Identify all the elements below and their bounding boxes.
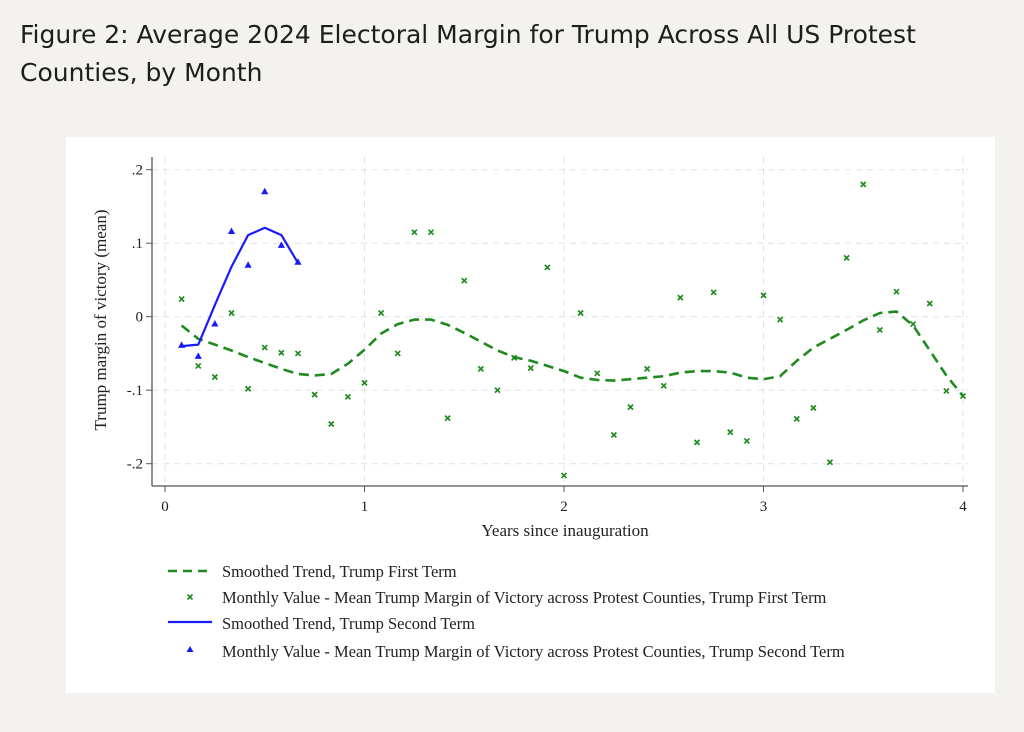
first-term-monthly-point bbox=[677, 294, 684, 301]
y-axis-label: Trump margin of victory (mean) bbox=[91, 210, 110, 431]
first-term-monthly-point bbox=[344, 393, 351, 400]
second-term-monthly-point bbox=[294, 258, 302, 265]
first-term-monthly-point bbox=[843, 254, 850, 262]
first-term-monthly-point bbox=[211, 373, 218, 381]
first-term-monthly-point bbox=[727, 428, 734, 436]
chart-card bbox=[66, 137, 995, 693]
first-term-monthly-point bbox=[743, 437, 750, 445]
first-term-monthly-point bbox=[826, 459, 834, 466]
first-term-trend-line bbox=[180, 310, 965, 397]
second-term-trend-line bbox=[181, 226, 299, 348]
first-term-monthly-point bbox=[245, 385, 252, 392]
second-term-monthly-point bbox=[178, 341, 186, 348]
y-tick-label: 0 bbox=[136, 310, 144, 326]
first-term-monthly-point bbox=[959, 392, 967, 400]
first-term-monthly-point bbox=[660, 382, 667, 389]
x-axis-label: Years since inauguration bbox=[481, 521, 649, 540]
first-term-monthly-point bbox=[860, 181, 867, 188]
first-term-monthly-point bbox=[544, 264, 551, 271]
first-term-monthly-point bbox=[577, 309, 584, 317]
legend-label-first-trend: Smoothed Trend, Trump First Term bbox=[222, 562, 457, 581]
first-term-monthly-point bbox=[777, 316, 784, 323]
second-term-monthly-point bbox=[277, 241, 285, 248]
figure-title: Figure 2: Average 2024 Electoral Margin … bbox=[20, 20, 916, 87]
second-term-monthly-point bbox=[261, 187, 269, 195]
first-term-monthly-point bbox=[810, 404, 817, 411]
first-term-monthly-point bbox=[943, 387, 950, 395]
first-term-monthly-point bbox=[411, 229, 418, 236]
legend: Smoothed Trend, Trump First Term Monthly… bbox=[168, 562, 845, 661]
first-term-monthly-point bbox=[278, 349, 285, 356]
first-term-monthly-point bbox=[760, 292, 767, 299]
first-term-monthly-point bbox=[893, 288, 900, 295]
first-term-monthly-point bbox=[594, 370, 601, 377]
second-term-monthly-point bbox=[227, 227, 236, 234]
first-term-monthly-point bbox=[294, 350, 302, 357]
y-tick-label: -.2 bbox=[127, 457, 143, 473]
x-tick-label: 3 bbox=[760, 499, 768, 515]
first-term-monthly-point bbox=[461, 277, 468, 284]
first-term-monthly-point bbox=[195, 362, 202, 370]
first-term-monthly-point bbox=[527, 365, 534, 372]
legend-label-second-trend: Smoothed Trend, Trump Second Term bbox=[222, 614, 475, 633]
y-tick-label: .1 bbox=[132, 236, 143, 252]
first-term-monthly-point bbox=[644, 365, 651, 372]
first-term-monthly-point bbox=[876, 326, 883, 334]
first-term-monthly-point bbox=[926, 300, 933, 307]
x-tick-label: 2 bbox=[560, 499, 568, 515]
first-term-monthly-point bbox=[261, 344, 268, 351]
first-term-monthly-point bbox=[178, 295, 185, 303]
first-term-monthly-point bbox=[378, 309, 385, 317]
first-term-monthly-point bbox=[494, 387, 501, 394]
legend-swatch-first-monthly bbox=[186, 593, 194, 601]
x-tick-label: 0 bbox=[161, 499, 169, 515]
legend-label-second-monthly: Monthly Value - Mean Trump Margin of Vic… bbox=[222, 642, 845, 661]
marks bbox=[178, 181, 967, 479]
second-term-monthly-point bbox=[244, 261, 252, 268]
first-term-monthly-point bbox=[710, 289, 717, 296]
grid bbox=[152, 157, 968, 486]
first-term-monthly-point bbox=[311, 391, 318, 398]
first-term-monthly-point bbox=[560, 472, 568, 479]
first-term-monthly-point bbox=[394, 350, 401, 357]
first-term-monthly-point bbox=[328, 420, 335, 428]
x-tick-label: 4 bbox=[959, 499, 967, 515]
first-term-monthly-point bbox=[693, 439, 701, 446]
legend-swatch-second-monthly bbox=[186, 646, 194, 652]
legend-label-first-monthly: Monthly Value - Mean Trump Margin of Vic… bbox=[222, 588, 827, 607]
ticks: 0 1 2 3 4 .2 .1 0 -.1 -.2 bbox=[127, 163, 968, 515]
first-term-monthly-point bbox=[793, 415, 800, 422]
first-term-monthly-point bbox=[361, 379, 368, 386]
first-term-monthly-point bbox=[610, 431, 617, 439]
first-term-monthly-point bbox=[511, 354, 518, 361]
first-term-monthly-point bbox=[910, 320, 917, 328]
y-tick-label: .2 bbox=[132, 163, 143, 179]
second-term-monthly-point bbox=[211, 320, 219, 327]
first-term-monthly-point bbox=[627, 404, 634, 411]
first-term-monthly-point bbox=[427, 229, 435, 236]
first-term-monthly-point bbox=[444, 415, 451, 422]
first-term-monthly-point bbox=[477, 365, 484, 372]
x-tick-label: 1 bbox=[361, 499, 369, 515]
second-term-monthly-point bbox=[194, 352, 202, 359]
y-tick-label: -.1 bbox=[127, 383, 143, 399]
first-term-monthly-point bbox=[228, 309, 235, 317]
